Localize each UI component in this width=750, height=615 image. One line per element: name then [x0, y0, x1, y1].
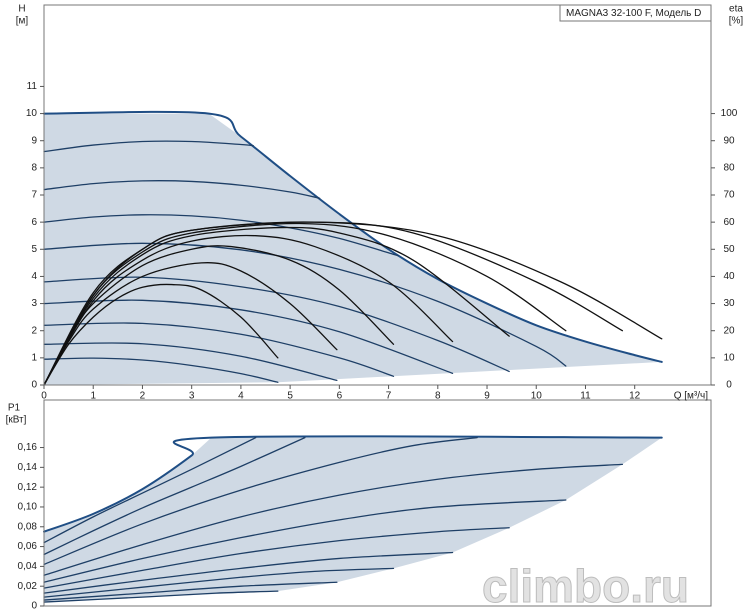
y-tick-label: 0,04 — [18, 561, 38, 572]
efficiency-curve — [43, 234, 454, 386]
performance-curve — [43, 436, 257, 544]
x-tick-label: 6 — [337, 391, 343, 402]
x-tick-label: 8 — [435, 391, 441, 402]
efficiency-curve — [43, 262, 338, 386]
y2-tick-label: 20 — [723, 325, 735, 336]
plot-content — [43, 110, 663, 603]
y2-axis-unit: [%] — [729, 16, 744, 27]
y2-tick-label: 40 — [723, 271, 735, 282]
y2-tick-label: 80 — [723, 162, 735, 173]
watermark: climbo.ru — [482, 560, 689, 612]
chart-title: MAGNA3 32-100 F, Модель D — [566, 8, 701, 19]
y2-tick-label: 0 — [726, 380, 732, 391]
performance-curve — [43, 463, 624, 576]
performance-curve — [43, 110, 663, 363]
y-axis-unit: [м] — [16, 16, 29, 27]
performance-curve — [43, 551, 454, 594]
performance-curve — [43, 276, 510, 373]
performance-curve — [43, 214, 400, 257]
title-box — [559, 4, 712, 22]
y-tick-label: 1 — [31, 352, 37, 363]
y2-tick-label: 60 — [723, 217, 735, 228]
performance-curve — [43, 590, 279, 603]
x-tick-label: 5 — [287, 391, 293, 402]
performance-curve — [43, 435, 663, 533]
x-tick-label: 2 — [140, 391, 146, 402]
y-tick-label: 10 — [26, 108, 38, 119]
performance-curve — [43, 242, 567, 367]
efficiency-curve — [43, 283, 279, 386]
y2-tick-label: 30 — [723, 298, 735, 309]
y-tick-label: 0,06 — [18, 541, 38, 552]
y-tick-label: 0 — [31, 601, 37, 612]
performance-curve — [43, 357, 279, 383]
y-tick-label: 0,16 — [18, 442, 38, 453]
y-axis-label: P1 — [8, 403, 21, 414]
y-tick-label: 11 — [27, 81, 38, 92]
y-tick-label: 0 — [31, 380, 37, 391]
performance-curve — [43, 436, 478, 566]
y-tick-label: 0,10 — [18, 502, 38, 513]
y-tick-label: 8 — [31, 162, 37, 173]
bottom-plot-frame — [43, 399, 712, 607]
efficiency-curve — [43, 226, 510, 386]
y2-tick-label: 70 — [723, 190, 735, 201]
y-tick-label: 6 — [31, 217, 37, 228]
y-tick-label: 0,02 — [18, 581, 38, 592]
performance-curve — [43, 567, 395, 598]
performance-curve — [43, 527, 510, 589]
y2-axis-label: eta — [729, 4, 743, 15]
performance-curve — [43, 581, 338, 601]
x-tick-label: 4 — [238, 391, 244, 402]
axes: MAGNA3 32-100 F, Модель D H [м] eta [%] … — [6, 4, 744, 613]
y2-tick-label: 50 — [723, 244, 735, 255]
x-tick-label: 3 — [189, 391, 195, 402]
x-axis-label: Q [м³/ч] — [674, 391, 709, 402]
x-tick-label: 11 — [580, 391, 591, 402]
y-axis-unit: [кВт] — [6, 415, 27, 426]
x-tick-label: 7 — [386, 391, 392, 402]
y-tick-label: 0,08 — [18, 521, 38, 532]
y-tick-label: 2 — [31, 325, 37, 336]
x-tick-label: 10 — [531, 391, 543, 402]
performance-curve — [43, 322, 395, 377]
y2-tick-label: 100 — [721, 108, 738, 119]
x-tick-label: 12 — [629, 391, 641, 402]
y-tick-label: 4 — [31, 271, 37, 282]
y-tick-label: 7 — [31, 190, 37, 201]
performance-curve — [43, 436, 306, 556]
performance-curve — [43, 499, 567, 583]
y-tick-label: 0,12 — [18, 482, 38, 493]
y-axis-label: H — [18, 4, 25, 15]
performance-curve — [43, 342, 338, 382]
x-tick-label: 1 — [90, 391, 96, 402]
x-tick-label: 9 — [484, 391, 490, 402]
performance-curve — [43, 180, 321, 199]
x-tick-label: 0 — [41, 391, 47, 402]
y-tick-label: 3 — [31, 298, 37, 309]
performance-curve — [43, 140, 254, 153]
y2-tick-label: 10 — [723, 352, 735, 363]
efficiency-curve — [43, 221, 663, 386]
y-tick-label: 0,14 — [18, 462, 38, 473]
y2-tick-label: 90 — [723, 135, 735, 146]
y-tick-label: 9 — [31, 135, 37, 146]
y-tick-label: 5 — [31, 244, 37, 255]
